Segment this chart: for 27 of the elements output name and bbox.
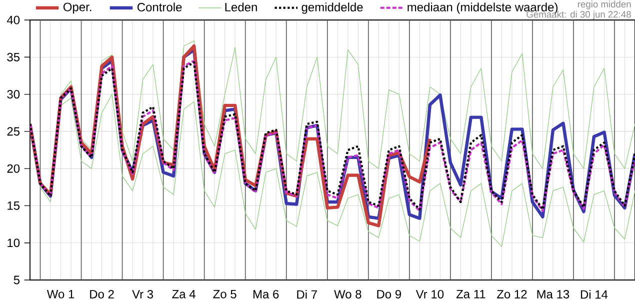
legend-label: Controle — [137, 2, 182, 12]
y-tick-label: 25 — [7, 127, 20, 136]
legend-label: gemiddelde — [302, 2, 363, 14]
y-tick-label: 15 — [8, 202, 20, 210]
text: regio midden — [578, 0, 631, 10]
legend-label: Oper. — [63, 2, 92, 14]
y-tick-label: 35 — [7, 52, 20, 62]
y-tick-label: 30 — [7, 90, 20, 99]
x-tick-label: Wo 8 — [334, 290, 362, 298]
x-tick-label: Ma 13 — [537, 290, 570, 298]
x-tick-label: Vr 10 — [416, 290, 444, 298]
x-tick-label: Wo 1 — [46, 290, 74, 298]
x-tick-label: Za 4 — [172, 290, 196, 298]
y-tick-label: 10 — [8, 238, 20, 248]
x-tick-label: Ma 6 — [253, 290, 279, 298]
x-tick-label: Za 11 — [456, 290, 486, 298]
x-tick-label: Di 14 — [580, 290, 608, 299]
y-tick-label: 40 — [6, 16, 20, 24]
x-tick-label: Di 7 — [297, 290, 317, 299]
y-tick-label: 20 — [7, 164, 20, 173]
x-tick-label: Zo 12 — [496, 290, 527, 298]
legend-label: Leden — [225, 2, 257, 12]
x-tick-label: Do 9 — [377, 290, 401, 298]
x-tick-label: Zo 5 — [213, 290, 236, 298]
x-tick-label: Do 2 — [90, 290, 114, 298]
x-tick-label: Vr 3 — [132, 290, 154, 298]
y-tick-label: 5 — [14, 276, 20, 284]
